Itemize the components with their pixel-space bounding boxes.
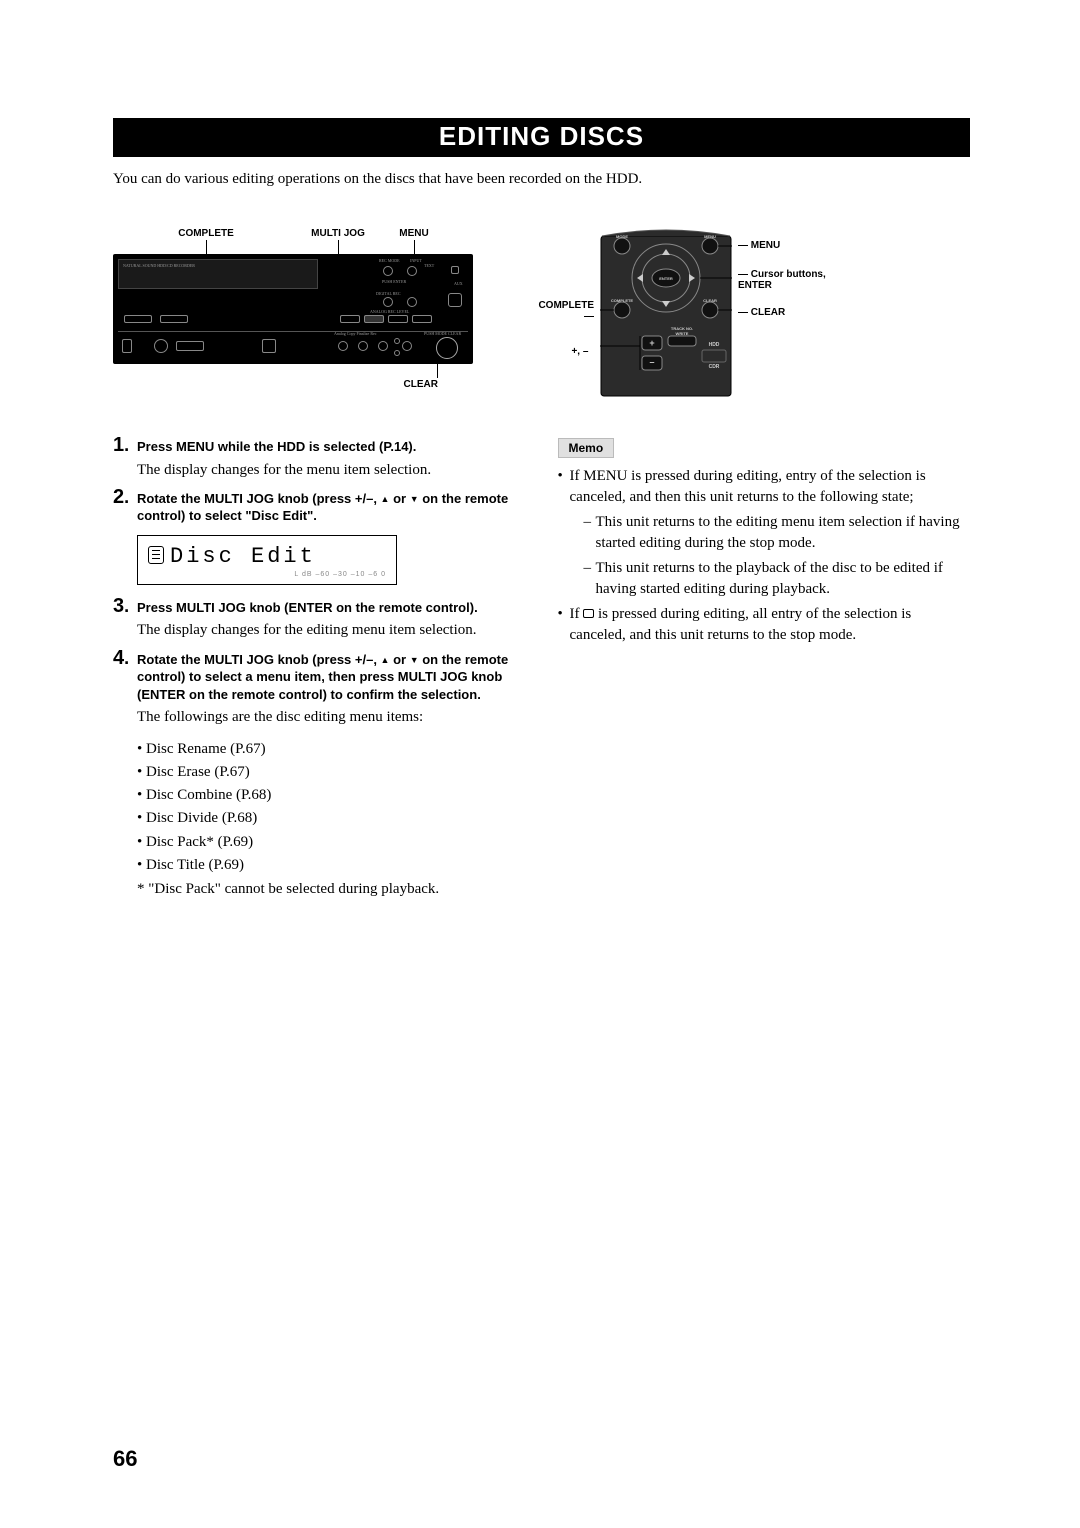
list-item: Disc Rename (P.67) [137,738,526,761]
memo-item-1: If MENU is pressed during editing, entry… [558,466,971,600]
svg-text:CDR: CDR [709,364,720,370]
svg-text:WRITE: WRITE [676,331,689,336]
svg-text:HDD: HDD [709,342,720,348]
svg-text:–: – [649,357,654,367]
fp-analog: ANALOG REC LEVEL [370,309,409,314]
list-item: Disc Pack* (P.69) [137,831,526,854]
step-3: 3. Press MULTI JOG knob (ENTER on the re… [113,599,526,641]
list-item: Disc Title (P.69) [137,854,526,877]
label-menu-r: — MENU [738,240,852,251]
list-item: Disc Erase (P.67) [137,761,526,784]
svg-text:CLEAR: CLEAR [703,298,717,303]
intro-text: You can do various editing operations on… [113,171,970,188]
memo-sub-1: This unit returns to the editing menu it… [584,512,971,554]
label-menu: MENU [399,228,428,239]
fp-text: TEXT [424,263,434,268]
page-title-bar: EDITING DISCS [113,118,970,157]
step-2: 2. Rotate the MULTI JOG knob (press +/–,… [113,490,526,525]
step-1: 1. Press MENU while the HDD is selected … [113,438,526,480]
fp-brand: NATURAL SOUND HDD/CD RECORDER [123,263,195,268]
remote-diagram: COMPLETE — +, – ENTER [528,228,852,398]
list-item: Disc Combine (P.68) [137,784,526,807]
menu-items-list: Disc Rename (P.67) Disc Erase (P.67) Dis… [113,738,526,878]
memo-tag: Memo [558,438,615,458]
label-multijog: MULTI JOG [311,228,365,239]
fp-input: INPUT [410,258,422,263]
label-plusminus: +, – [528,346,594,357]
right-column: Memo If MENU is pressed during editing, … [558,438,971,898]
step4-head: Rotate the MULTI JOG knob (press +/–, or… [137,651,526,704]
svg-text:MODE: MODE [616,234,628,239]
fp-recmode: REC MODE [379,258,400,263]
left-column: 1. Press MENU while the HDD is selected … [113,438,526,898]
step3-head: Press MULTI JOG knob (ENTER on the remot… [137,599,526,617]
memo-item-2: If is pressed during editing, all entry … [558,604,971,646]
svg-text:MENU: MENU [704,234,716,239]
lcd-text: Disc Edit [170,544,316,569]
memo-list: If MENU is pressed during editing, entry… [558,466,971,646]
label-cursor: — Cursor buttons, ENTER [738,269,852,291]
step1-head: Press MENU while the HDD is selected (P.… [137,438,526,456]
step3-body: The display changes for the editing menu… [137,620,526,640]
lcd-display: Disc Edit L dB –60 –30 –10 –6 0 [137,535,397,585]
step4-body: The followings are the disc editing menu… [137,707,526,727]
label-complete: COMPLETE [178,228,234,239]
fp-digitalrec: DIGITAL REC [376,291,401,296]
remote-svg: ENTER MODE MENU COMPLETE CLEAR + – [600,228,732,398]
svg-text:+: + [649,338,654,348]
stop-icon [583,609,594,618]
disc-icon [148,546,164,564]
fp-pushenter: PUSH ENTER [382,279,406,284]
label-clear: CLEAR [404,379,438,390]
label-clear-r: — CLEAR [738,307,852,318]
page-number: 66 [113,1446,137,1472]
step-4: 4. Rotate the MULTI JOG knob (press +/–,… [113,651,526,728]
front-panel-diagram: COMPLETE MULTI JOG MENU NATURAL SOUND HD… [113,228,473,398]
fp-aux: AUX [454,281,463,286]
svg-text:ENTER: ENTER [659,276,673,281]
label-complete-r: COMPLETE — [528,300,594,322]
step2-head: Rotate the MULTI JOG knob (press +/–, or… [137,490,526,525]
svg-text:COMPLETE: COMPLETE [611,298,634,303]
down-triangle-icon [410,491,419,506]
diagram-row: COMPLETE MULTI JOG MENU NATURAL SOUND HD… [113,228,970,398]
content-columns: 1. Press MENU while the HDD is selected … [113,438,970,898]
down-triangle-icon [410,652,419,667]
footnote: * "Disc Pack" cannot be selected during … [113,881,526,898]
step1-body: The display changes for the menu item se… [137,460,526,480]
memo-sub-2: This unit returns to the playback of the… [584,558,971,600]
lcd-scale: L dB –60 –30 –10 –6 0 [148,571,386,578]
list-item: Disc Divide (P.68) [137,807,526,830]
